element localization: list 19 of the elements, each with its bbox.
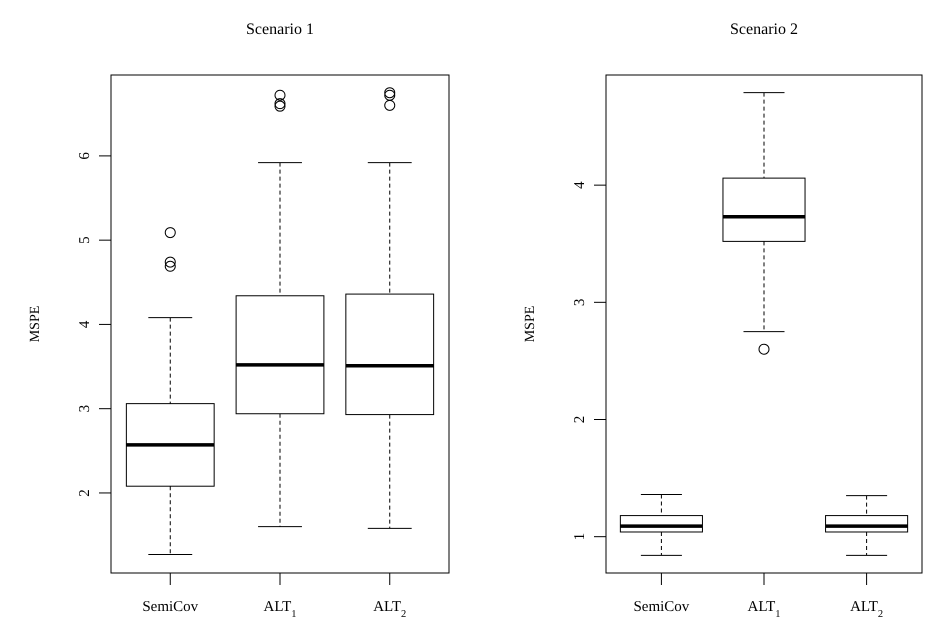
y-tick-label: 3	[572, 298, 588, 306]
x-tick-label: ALT$_{2}$	[373, 599, 406, 620]
y-tick-label: 4	[572, 180, 588, 189]
x-tick-label: SemiCov	[633, 599, 690, 615]
y-axis-title: MSPE	[523, 306, 538, 342]
chart-title: Scenario 2	[730, 21, 798, 38]
y-tick-label: 1	[572, 532, 588, 540]
y-tick-label: 6	[77, 152, 93, 160]
y-tick-label: 2	[572, 416, 588, 424]
x-tick-label: SemiCov	[142, 599, 199, 615]
y-tick-label: 2	[77, 489, 93, 497]
chart-title: Scenario 1	[246, 21, 314, 38]
y-tick-label: 5	[77, 236, 93, 244]
x-tick-label: ALT$_{1}$	[747, 599, 781, 620]
y-tick-label: 3	[77, 404, 93, 412]
x-tick-label: ALT$_{1}$	[263, 599, 297, 620]
y-axis-title: MSPE	[28, 306, 43, 342]
x-tick-label: ALT$_{2}$	[850, 599, 884, 620]
y-tick-label: 4	[77, 320, 93, 328]
